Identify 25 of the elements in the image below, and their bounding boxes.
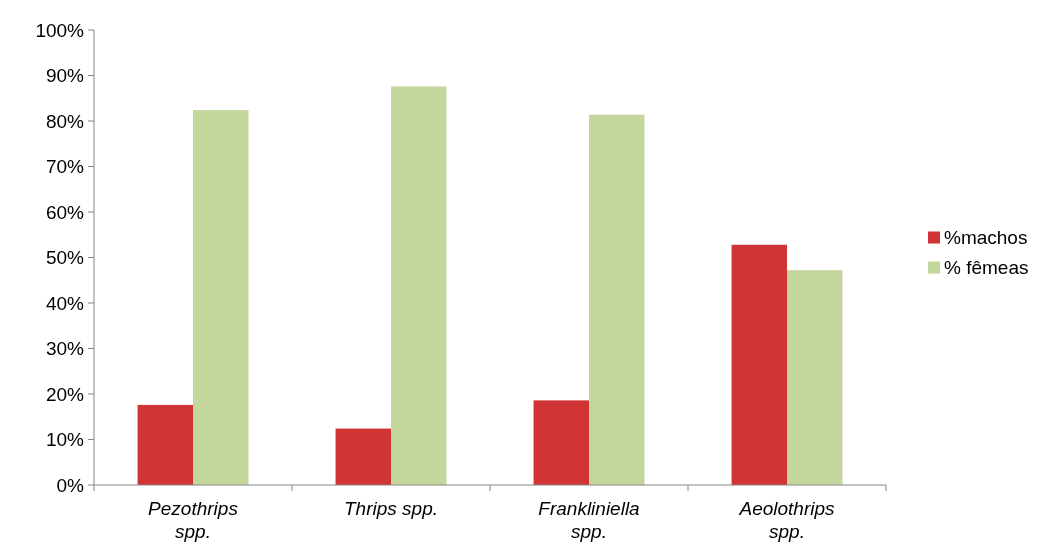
bar <box>391 86 447 485</box>
bar <box>335 428 391 485</box>
y-tick-label: 0% <box>56 474 85 496</box>
y-tick-label: 70% <box>45 156 85 178</box>
x-tick-label: Aeolothrips spp. <box>738 498 836 542</box>
legend-label: %machos <box>944 227 1028 249</box>
x-tick-label: Frankliniella spp. <box>538 498 640 542</box>
bar <box>193 110 249 485</box>
y-tick-label: 80% <box>45 110 85 132</box>
y-tick-label: 60% <box>45 201 85 223</box>
bar <box>137 404 193 485</box>
bar <box>787 270 843 485</box>
y-tick-label: 40% <box>45 292 85 314</box>
bar <box>589 114 645 485</box>
y-tick-label: 10% <box>45 429 85 451</box>
x-tick-label: Pezothrips spp. <box>148 498 239 542</box>
x-tick-label: Thrips spp. <box>344 498 438 519</box>
y-tick-label: 100% <box>35 19 85 41</box>
y-tick-label: 50% <box>45 247 85 269</box>
y-tick-label: 20% <box>45 383 85 405</box>
bar <box>533 400 589 485</box>
legend-label: % fêmeas <box>944 257 1029 279</box>
y-tick-label: 90% <box>45 65 85 87</box>
bar <box>731 244 787 485</box>
y-tick-label: 30% <box>45 338 85 360</box>
